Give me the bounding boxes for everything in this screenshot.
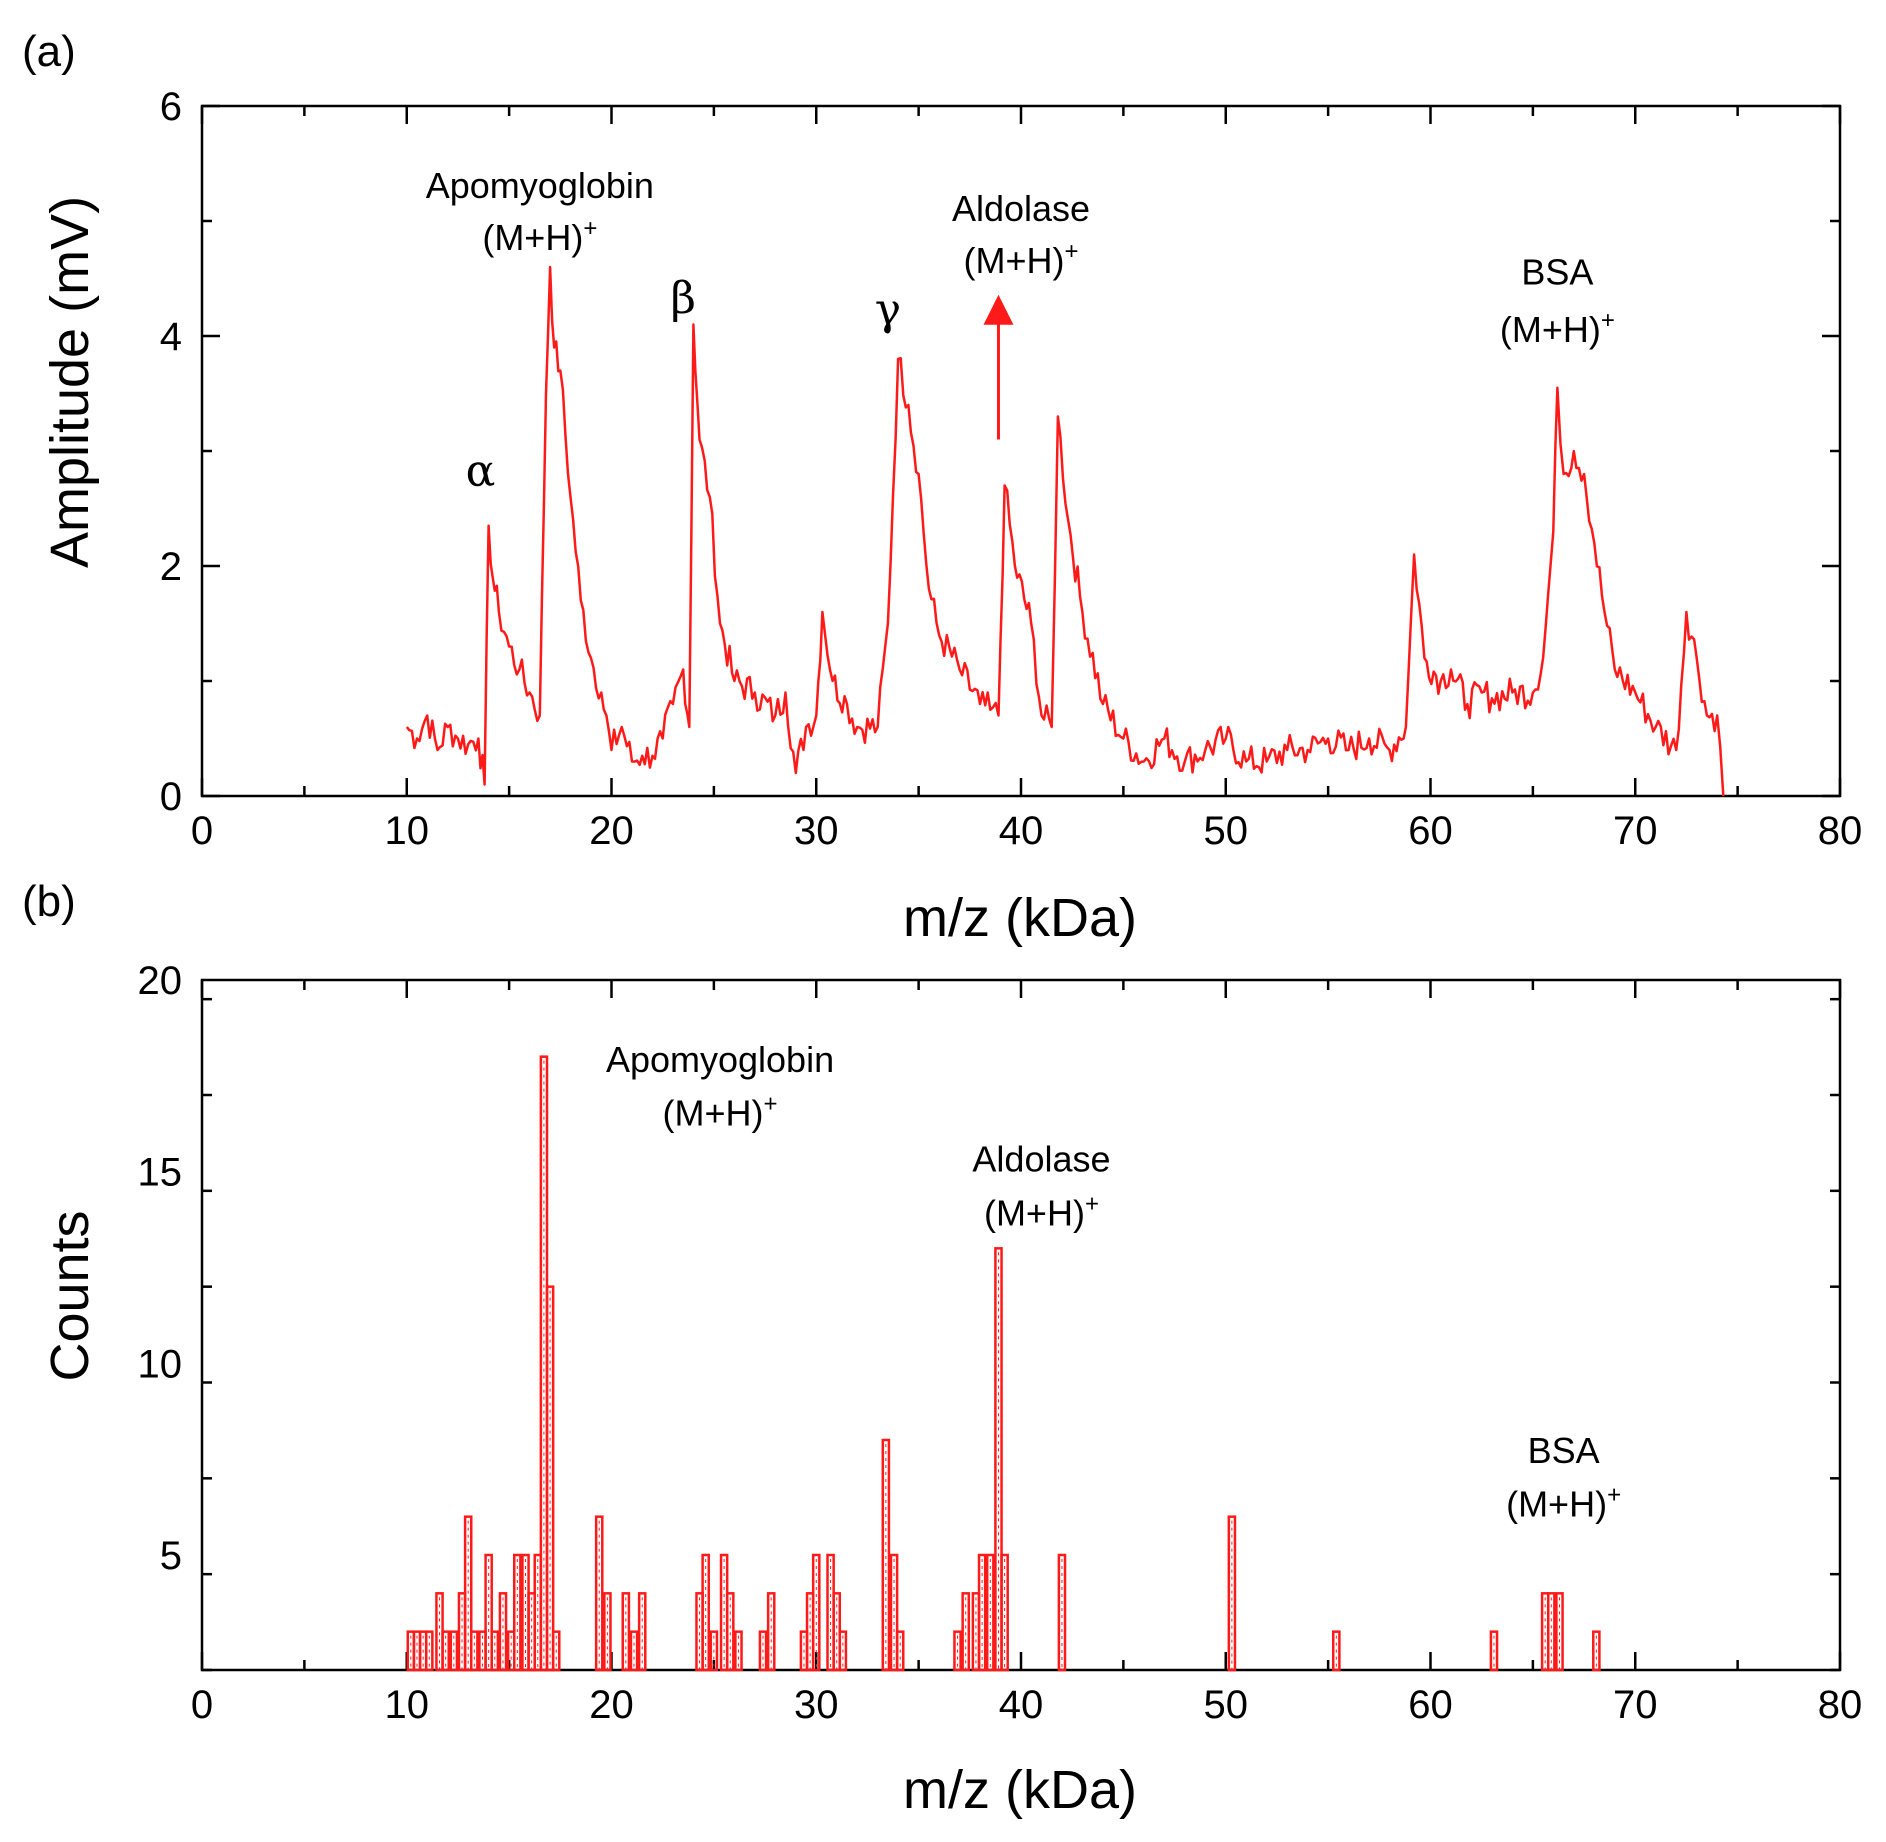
annotation-a-4: γ — [875, 285, 901, 336]
annotation-a-1: Apomyoglobin — [426, 165, 654, 206]
histogram-bar — [709, 1630, 719, 1672]
y-tick-label-b: 15 — [138, 1151, 183, 1195]
x-tick-label-a: 10 — [385, 809, 430, 853]
histogram-bar — [838, 1630, 848, 1672]
histogram-bar — [977, 1553, 987, 1672]
x-axis-title-b: m/z (kDa) — [903, 1760, 1137, 1820]
y-axis-title-b: Counts — [40, 1210, 100, 1381]
histogram-bar — [629, 1630, 639, 1672]
annotation-a-6: (M+H)+ — [963, 238, 1078, 281]
plot-area-b: 0 10 20 30 40 50 60 70 80 5 10 15 20 Apomyoglobin (M+H… — [138, 959, 1863, 1727]
x-tick-label-b: 40 — [999, 1683, 1044, 1727]
y-tick-label-a: 6 — [160, 85, 182, 129]
annotation-b-1: (M+H)+ — [663, 1091, 778, 1134]
histogram-bar — [701, 1553, 711, 1672]
histogram-bar — [895, 1630, 905, 1672]
x-tick-label-a: 40 — [999, 809, 1044, 853]
histogram-bar — [424, 1630, 434, 1672]
histogram-bar — [758, 1630, 768, 1672]
histogram-bar — [551, 1630, 561, 1672]
y-tick-label-a: 2 — [160, 545, 182, 589]
x-tick-label-a: 50 — [1204, 809, 1249, 853]
histogram-bar — [1331, 1630, 1341, 1672]
histogram-bar — [441, 1630, 450, 1672]
x-tick-label-b: 50 — [1204, 1683, 1249, 1727]
histogram-bar — [469, 1630, 479, 1672]
x-tick-label-b: 60 — [1408, 1683, 1453, 1727]
x-tick-label-b: 10 — [385, 1683, 430, 1727]
x-tick-label-b: 0 — [191, 1683, 213, 1727]
histogram-bar — [1489, 1630, 1499, 1672]
y-tick-label-b: 20 — [138, 959, 183, 1003]
x-tick-label-a: 30 — [794, 809, 839, 853]
annotation-b-2: Aldolase — [972, 1139, 1110, 1180]
annotation-a-0: α — [466, 446, 496, 497]
annotation-a-2: (M+H)+ — [482, 215, 597, 258]
annotation-a-8: (M+H)+ — [1500, 307, 1615, 350]
series-line-0 — [405, 265, 1725, 797]
annotation-b-3: (M+H)+ — [984, 1190, 1099, 1233]
x-tick-label-a: 60 — [1408, 809, 1453, 853]
x-tick-label-a: 80 — [1818, 809, 1863, 853]
x-tick-label-a: 0 — [191, 809, 213, 853]
histogram-bar — [449, 1630, 459, 1672]
histogram-bar — [1057, 1553, 1067, 1672]
y-tick-label-b: 10 — [138, 1342, 183, 1386]
x-tick-label-b: 80 — [1818, 1683, 1863, 1727]
histogram-bar — [985, 1553, 995, 1672]
x-tick-label-b: 70 — [1613, 1683, 1658, 1727]
plot-frame-b — [200, 978, 1842, 1672]
x-tick-label-b: 20 — [589, 1683, 634, 1727]
panel-b: (b) Counts m/z (kDa) 0 10 20 30 40 50 60 70 80 5 1… — [22, 877, 1862, 1820]
histogram-bar — [490, 1630, 500, 1672]
y-axis-title-a: Amplitude (mV) — [40, 196, 100, 568]
plot-area-a: 0 10 20 30 40 50 60 70 80 0 2 4 6 α Apomyoglobin (M+H)+… — [160, 85, 1863, 853]
histogram-bar — [734, 1630, 743, 1672]
annotation-a-7: BSA — [1521, 251, 1593, 292]
y-tick-label-b: 5 — [160, 1534, 182, 1578]
x-tick-label-a: 70 — [1613, 809, 1658, 853]
histogram-bar — [953, 1630, 962, 1672]
histogram-bar — [512, 1553, 522, 1672]
y-tick-label-a: 0 — [160, 775, 182, 819]
histogram-bar — [545, 1285, 555, 1672]
panel-label-b: (b) — [22, 877, 76, 926]
histogram-bar — [811, 1553, 821, 1672]
annotation-b-4: BSA — [1528, 1430, 1600, 1471]
annotation-a-3: β — [670, 273, 695, 324]
histogram-bar — [889, 1553, 899, 1672]
x-tick-label-a: 20 — [589, 809, 634, 853]
annotation-a-5: Aldolase — [952, 188, 1090, 229]
histogram-bar — [484, 1553, 493, 1672]
histogram-bar — [1000, 1553, 1009, 1672]
panel-label-a: (a) — [22, 27, 76, 76]
y-tick-label-a: 4 — [160, 315, 182, 359]
x-axis-title-a: m/z (kDa) — [903, 888, 1137, 948]
histogram-bar — [1592, 1630, 1601, 1672]
annotation-b-5: (M+H)+ — [1506, 1482, 1621, 1525]
histogram-bar — [994, 1247, 1003, 1672]
panel-a: (a) Amplitude (mV) m/z (kDa) 0 10 20 30 40 50… — [22, 27, 1862, 948]
x-tick-label-b: 30 — [794, 1683, 839, 1727]
annotation-b-0: Apomyoglobin — [606, 1039, 834, 1080]
